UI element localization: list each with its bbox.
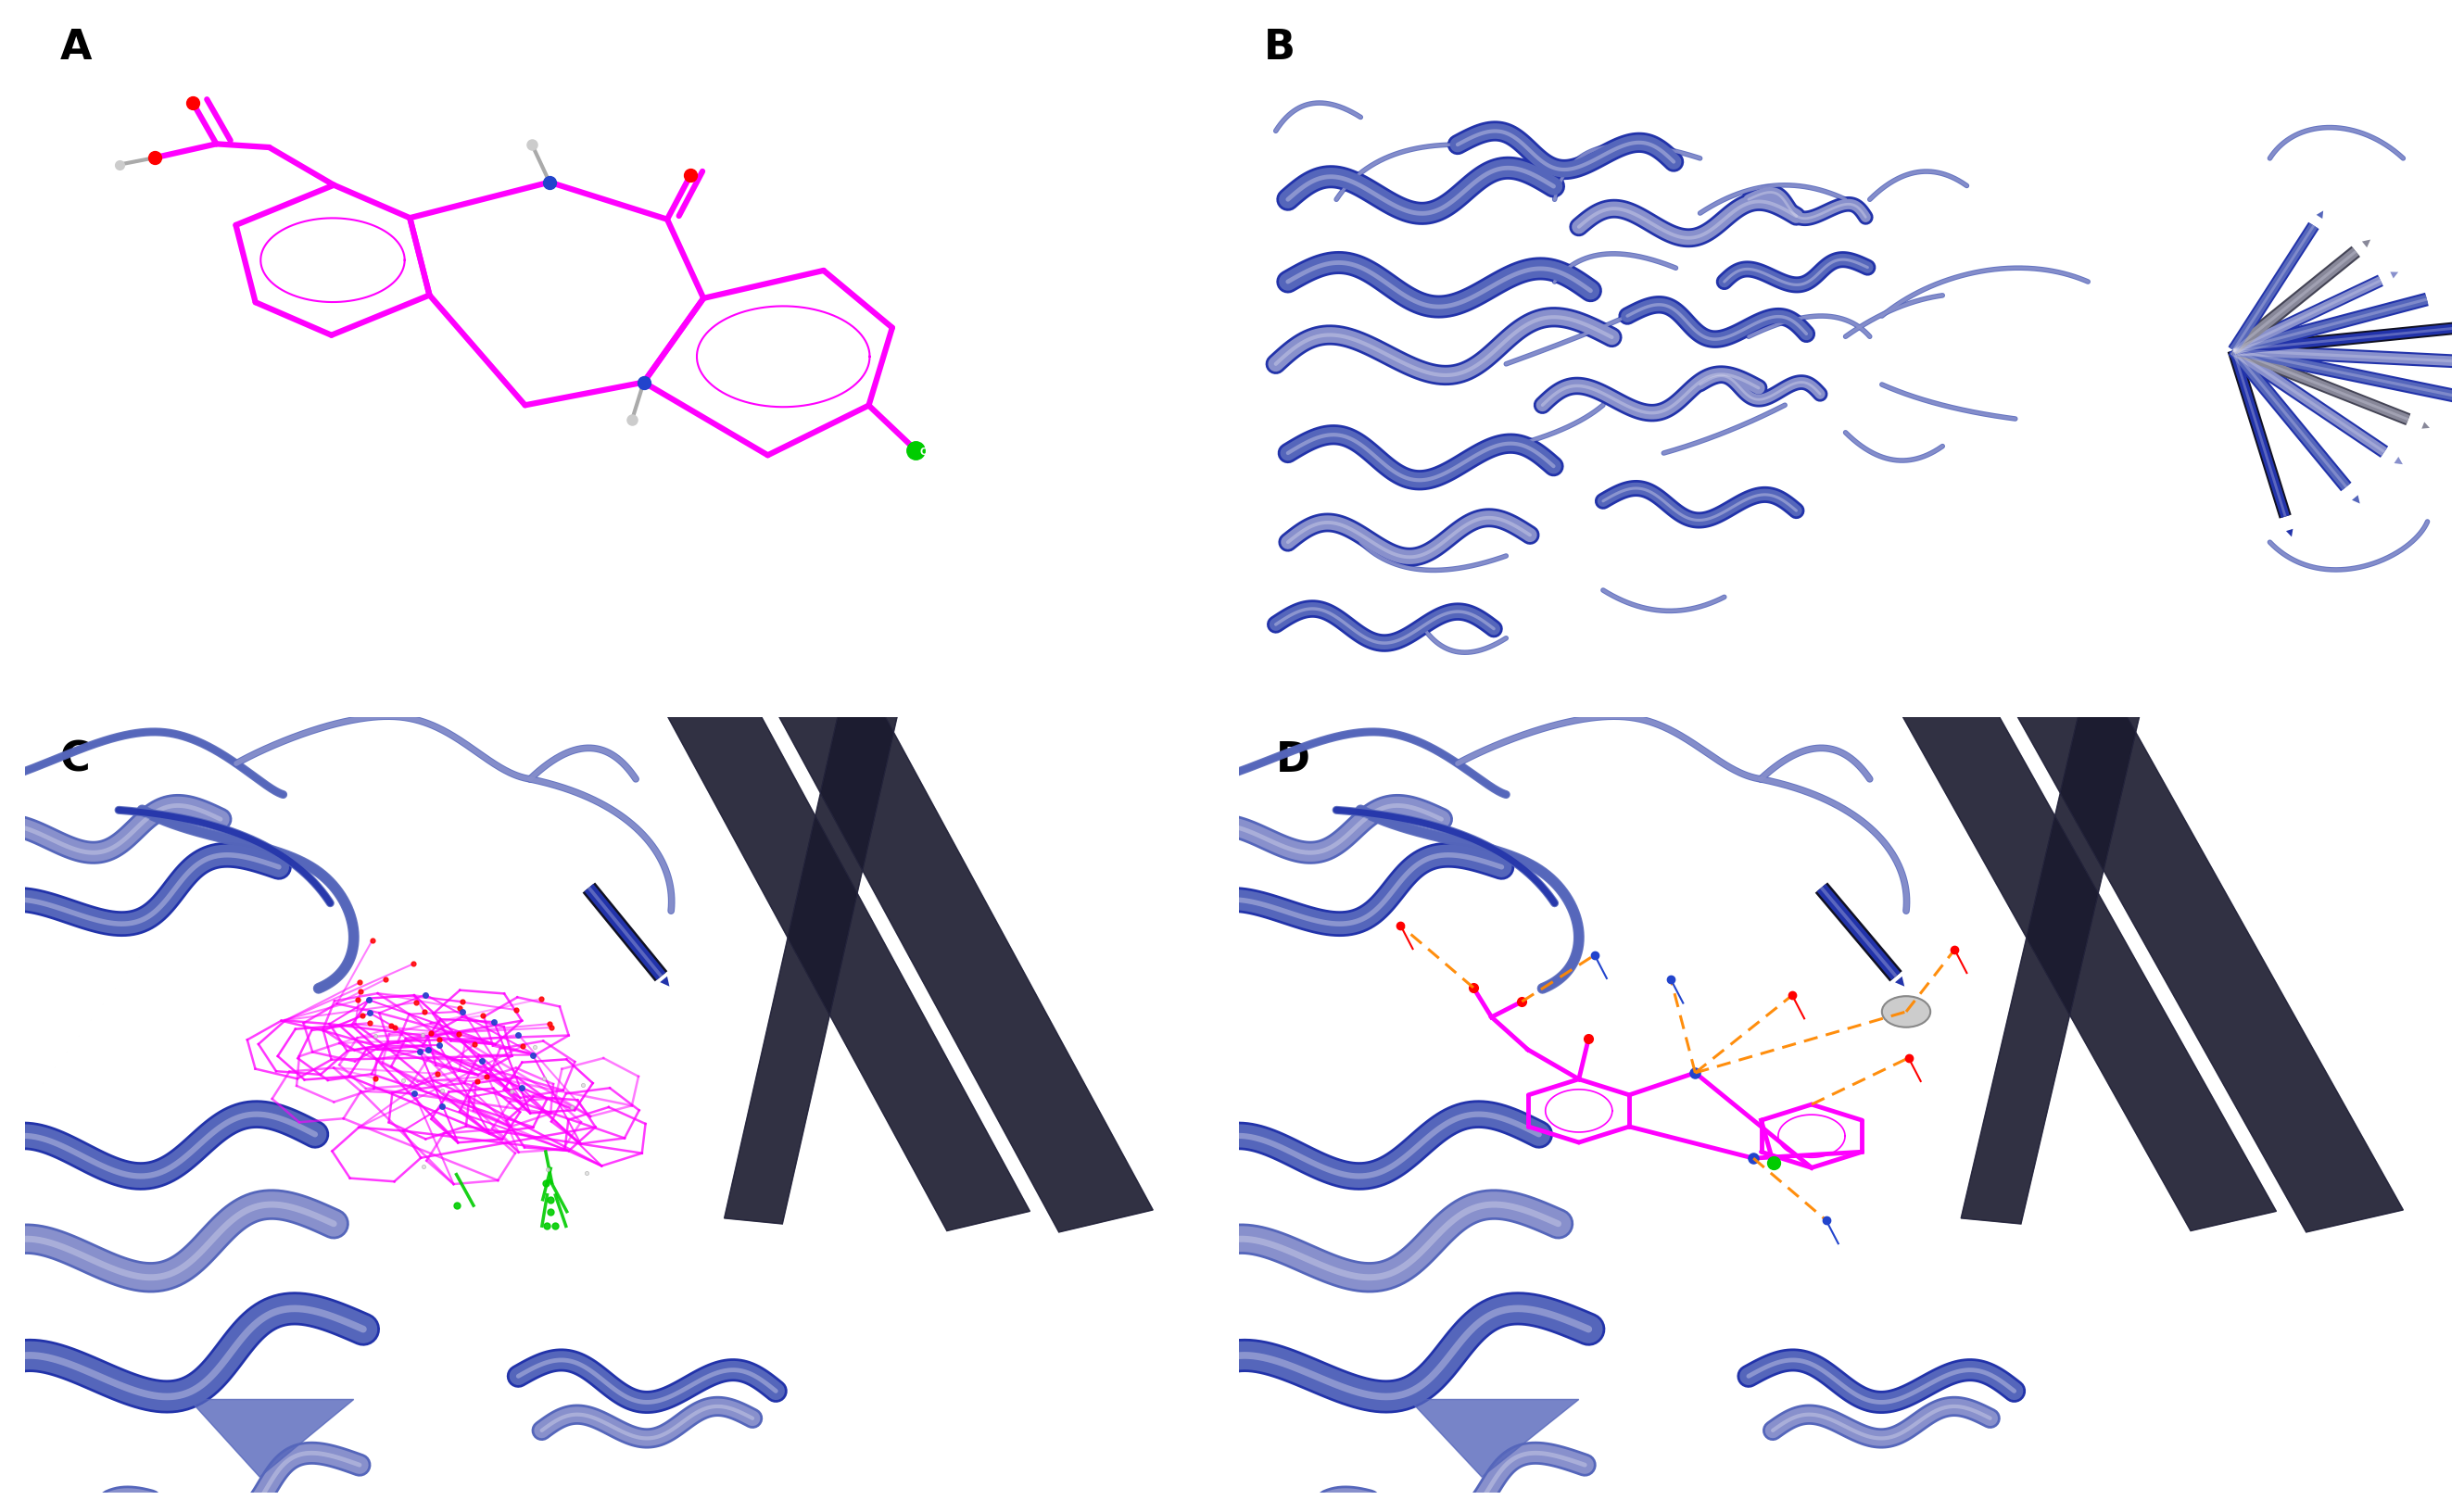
Polygon shape [1409,1400,1579,1478]
Polygon shape [190,1400,355,1478]
Polygon shape [1900,692,2277,1232]
Polygon shape [776,690,1153,1232]
Text: C: C [59,741,91,780]
Polygon shape [1961,699,2141,1224]
Text: A: A [59,28,91,68]
Text: B: B [1264,28,1296,68]
Text: D: D [1276,741,1311,780]
Circle shape [1882,996,1929,1028]
Polygon shape [724,699,899,1224]
Polygon shape [2016,690,2402,1232]
Polygon shape [665,692,1030,1232]
Text: Cl: Cl [919,447,929,456]
